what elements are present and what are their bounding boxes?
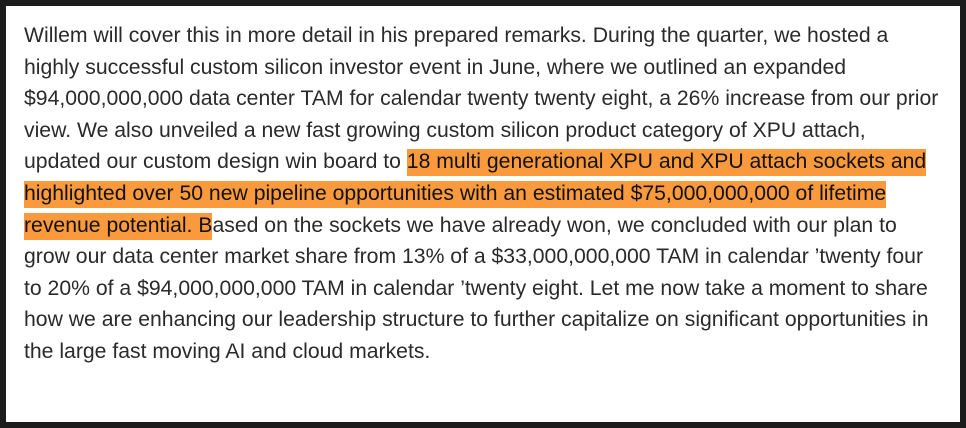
transcript-paragraph: Willem will cover this in more detail in…	[24, 20, 944, 368]
transcript-text-after: ased on the sockets we have already won,…	[24, 213, 929, 363]
transcript-text-before: Willem will cover this in more detail in…	[24, 24, 939, 174]
transcript-panel: Willem will cover this in more detail in…	[6, 6, 960, 422]
